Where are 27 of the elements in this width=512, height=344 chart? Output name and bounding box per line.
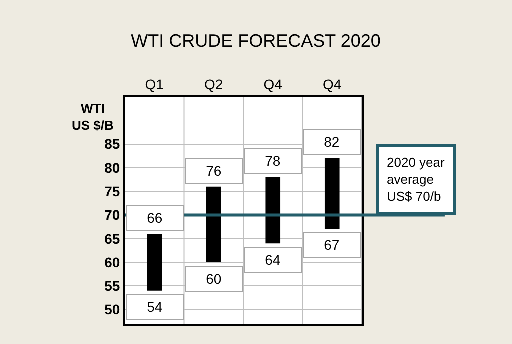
annotation: 76: [206, 163, 222, 179]
y-tick-label: 65: [104, 230, 120, 247]
bar: [266, 177, 281, 244]
ref-line-label: 2020 year average US$ 70/b: [387, 155, 446, 204]
x-tick-label: Q1: [145, 76, 164, 92]
annotation: 67: [324, 237, 340, 253]
annotation: 60: [206, 271, 222, 287]
bar: [324, 158, 340, 230]
annotation: 78: [265, 153, 281, 169]
y-tick-label: 85: [104, 136, 120, 152]
chart-title: WTI CRUDE FORECAST 2020: [131, 31, 381, 51]
x-tick-label: Q2: [204, 76, 224, 92]
y-tick-label: 60: [104, 254, 120, 270]
annotation: 82: [324, 134, 340, 150]
annotation: 64: [265, 252, 281, 268]
y-tick-label: 50: [104, 302, 120, 318]
x-tick-label: Q4: [323, 76, 342, 92]
y-axis-title: WTI US $/B: [72, 101, 114, 133]
y-tick-label: 75: [104, 183, 120, 200]
bar: [206, 186, 222, 263]
x-tick-label: Q4: [264, 76, 283, 92]
y-tick-label: 70: [104, 207, 120, 224]
y-tick-label: 55: [104, 278, 120, 294]
bar: [147, 234, 162, 291]
annotation: 66: [147, 210, 163, 226]
y-tick-label: 80: [104, 160, 120, 176]
annotation: 54: [147, 299, 163, 315]
